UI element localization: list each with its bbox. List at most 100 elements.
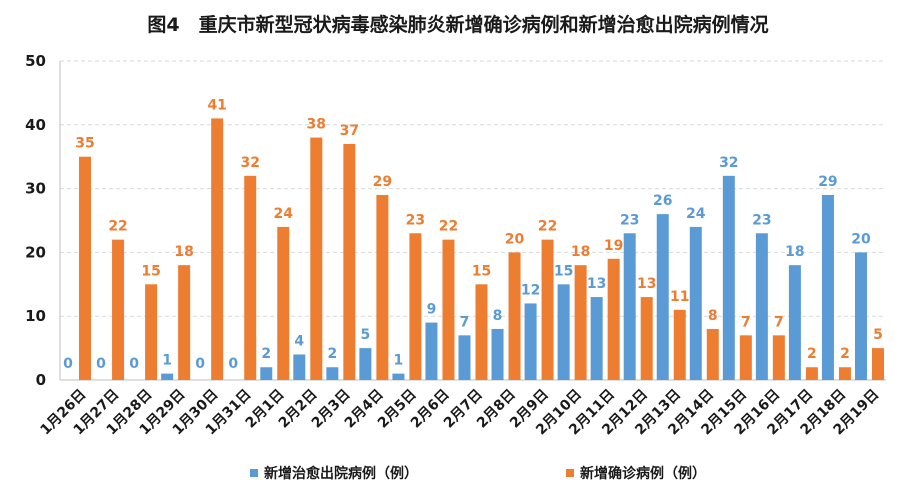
bar-confirmed [871,348,884,380]
data-label-recovered: 23 [752,212,771,228]
bar-recovered [359,348,372,380]
bar-confirmed [739,335,752,380]
data-label-confirmed: 11 [670,289,689,305]
bar-recovered [623,233,636,380]
data-label-confirmed: 13 [637,276,656,292]
bar-confirmed [508,252,521,380]
bar-recovered [161,373,174,380]
bar-recovered [755,233,768,380]
data-label-recovered: 32 [719,155,738,171]
data-label-confirmed: 7 [774,314,784,330]
bar-confirmed [310,137,323,380]
bar-confirmed [607,258,620,380]
legend-swatch [250,469,258,477]
data-label-recovered: 5 [361,327,371,343]
data-label-recovered: 18 [785,244,804,260]
bar-confirmed [376,194,389,380]
bar-recovered [854,252,867,380]
data-label-recovered: 15 [554,263,573,279]
bar-confirmed [475,284,488,380]
bar-recovered [425,322,438,380]
bar-recovered [392,373,405,380]
y-tick-label: 30 [25,180,46,198]
bar-confirmed [640,297,653,380]
data-label-confirmed: 41 [207,97,226,113]
data-label-confirmed: 18 [571,244,590,260]
bar-confirmed [277,226,290,380]
bar-recovered [689,226,702,380]
bar-confirmed [409,233,422,380]
bar-confirmed [178,265,191,380]
data-label-confirmed: 29 [373,174,392,190]
data-label-recovered: 9 [427,302,437,318]
bar-confirmed [838,367,851,380]
data-label-recovered: 0 [195,356,205,372]
data-label-recovered: 20 [851,231,871,247]
bar-confirmed [442,239,455,380]
data-label-recovered: 13 [587,276,606,292]
data-label-confirmed: 22 [538,219,557,235]
data-label-recovered: 2 [261,346,271,362]
bar-recovered [524,303,537,380]
data-label-confirmed: 2 [840,346,850,362]
legend-swatch [566,469,574,477]
bar-recovered [458,335,471,380]
data-label-confirmed: 5 [873,327,883,343]
legend-label: 新增治愈出院病例（例） [264,465,418,482]
bar-confirmed [574,265,587,380]
bar-recovered [656,214,669,380]
bar-confirmed [244,175,257,380]
data-label-recovered: 8 [493,308,503,324]
bar-confirmed [706,328,719,380]
data-label-recovered: 1 [162,353,172,369]
y-tick-label: 0 [36,371,46,389]
bar-confirmed [79,156,92,380]
bar-recovered [821,194,834,380]
data-label-confirmed: 32 [240,155,259,171]
bar-confirmed [673,309,686,380]
data-label-recovered: 0 [96,356,106,372]
data-label-confirmed: 37 [340,123,359,139]
data-label-confirmed: 38 [307,117,326,133]
y-tick-label: 10 [25,307,46,325]
data-label-confirmed: 35 [75,136,94,152]
bar-recovered [722,175,735,380]
data-label-recovered: 1 [394,353,404,369]
bar-confirmed [145,284,158,380]
chart-title: 图4 重庆市新型冠状病毒感染肺炎新增确诊病例和新增治愈出院病例情况 [147,14,769,36]
data-label-confirmed: 15 [141,263,160,279]
data-label-recovered: 2 [327,346,337,362]
data-label-recovered: 0 [63,356,73,372]
data-label-confirmed: 22 [108,219,127,235]
data-label-recovered: 12 [521,282,540,298]
bar-recovered [590,297,603,380]
data-label-confirmed: 20 [505,231,525,247]
bar-recovered [491,328,504,380]
bar-confirmed [772,335,785,380]
data-label-confirmed: 2 [807,346,817,362]
y-tick-label: 20 [25,243,46,261]
bar-confirmed [211,118,224,381]
data-label-confirmed: 15 [472,263,491,279]
data-label-recovered: 23 [620,212,639,228]
data-label-recovered: 4 [294,333,304,349]
legend-label: 新增确诊病例（例） [580,465,706,482]
y-tick-label: 50 [25,52,46,70]
bar-recovered [326,367,339,380]
bar-confirmed [805,367,818,380]
bar-confirmed [112,239,125,380]
data-label-confirmed: 7 [741,314,751,330]
data-label-recovered: 7 [460,314,470,330]
bar-recovered [293,354,306,380]
y-tick-label: 40 [25,116,46,134]
data-label-confirmed: 19 [604,238,623,254]
data-label-confirmed: 18 [174,244,193,260]
data-label-recovered: 26 [653,193,672,209]
bar-recovered [260,367,273,380]
bar-confirmed [541,239,554,380]
data-label-recovered: 24 [686,206,706,222]
bar-confirmed [343,143,356,380]
data-label-recovered: 0 [129,356,139,372]
